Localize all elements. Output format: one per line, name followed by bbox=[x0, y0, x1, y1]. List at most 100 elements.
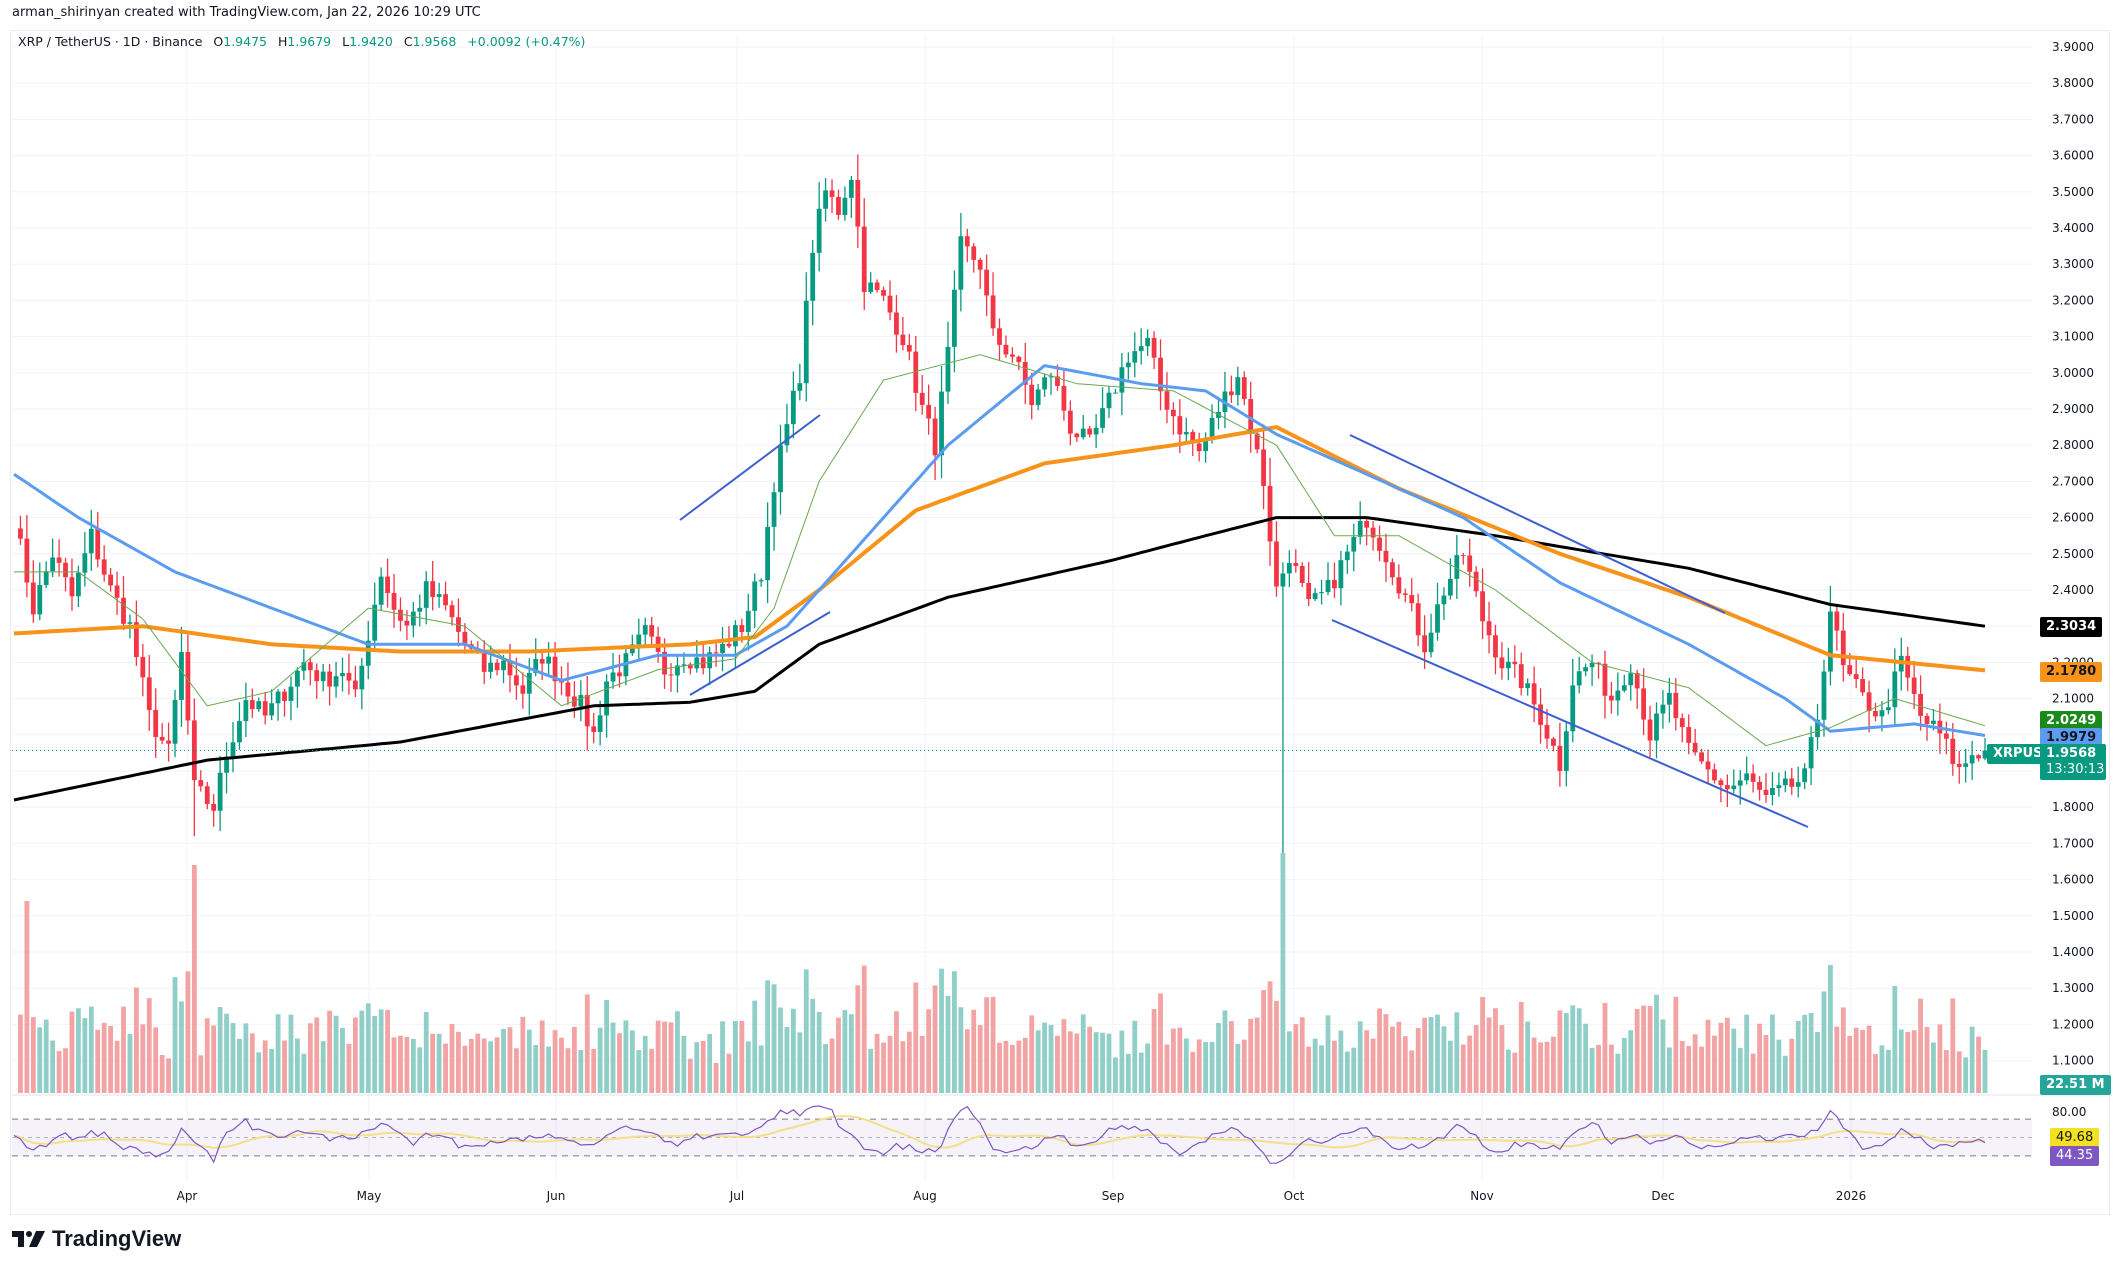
volume-bar bbox=[1003, 1040, 1009, 1093]
candle bbox=[778, 445, 783, 493]
candle bbox=[243, 700, 249, 722]
volume-bar bbox=[771, 984, 777, 1093]
volume-bar bbox=[1802, 1014, 1808, 1093]
y-axis-tick: 1.2000 bbox=[2052, 1017, 2094, 1031]
candle bbox=[514, 675, 519, 686]
candle bbox=[1344, 551, 1350, 561]
candle bbox=[410, 611, 416, 626]
candle bbox=[1364, 521, 1370, 528]
candle bbox=[1306, 582, 1312, 600]
candle bbox=[1757, 781, 1762, 790]
volume-bar bbox=[1866, 1025, 1872, 1093]
volume-bar bbox=[417, 1047, 423, 1093]
candle bbox=[694, 657, 700, 669]
volume-bar bbox=[919, 1035, 925, 1093]
close-value: 1.9568 bbox=[412, 34, 457, 49]
volume-bar bbox=[1402, 1036, 1408, 1093]
candle bbox=[1183, 432, 1189, 435]
candle bbox=[1299, 565, 1305, 583]
candle bbox=[1171, 409, 1176, 417]
candle bbox=[636, 634, 642, 645]
volume-bar bbox=[1216, 1023, 1221, 1093]
candle bbox=[1873, 710, 1878, 717]
volume-bar bbox=[101, 1022, 107, 1093]
candle bbox=[88, 528, 94, 554]
volume-bar bbox=[1325, 1015, 1331, 1093]
candle bbox=[1744, 773, 1750, 781]
candle bbox=[95, 528, 101, 560]
candle bbox=[198, 780, 204, 787]
volume-bar bbox=[681, 1035, 687, 1093]
volume-bar bbox=[971, 1009, 977, 1093]
volume-bar bbox=[1969, 1026, 1975, 1093]
volume-bar bbox=[1055, 1035, 1060, 1093]
volume-bar bbox=[952, 971, 957, 1093]
candle bbox=[398, 609, 403, 621]
volume-bar bbox=[1621, 1037, 1627, 1093]
candle bbox=[997, 328, 1002, 345]
volume-bar bbox=[1344, 1051, 1350, 1093]
candle bbox=[848, 180, 854, 198]
candle bbox=[861, 226, 867, 293]
chart-attribution: arman_shirinyan created with TradingView… bbox=[12, 5, 481, 20]
candle bbox=[604, 681, 609, 716]
candle bbox=[1132, 351, 1138, 363]
volume-bar bbox=[1422, 1017, 1428, 1093]
candle bbox=[1383, 550, 1389, 563]
candle bbox=[1847, 665, 1853, 675]
volume-bar bbox=[1486, 1017, 1492, 1093]
candle bbox=[1428, 632, 1434, 653]
volume-bar bbox=[1918, 998, 1923, 1093]
candle bbox=[204, 786, 210, 804]
volume-bar bbox=[1731, 1028, 1737, 1093]
candle bbox=[1905, 655, 1911, 678]
volume-bar bbox=[629, 1030, 635, 1093]
volume-bar bbox=[823, 1044, 828, 1093]
candle bbox=[430, 581, 436, 597]
volume-bar bbox=[1570, 1005, 1576, 1093]
ma100-price-tag: 2.1780 bbox=[2040, 662, 2103, 682]
volume-bar bbox=[1312, 1038, 1318, 1093]
candle bbox=[913, 351, 919, 393]
volume-bar bbox=[533, 1045, 539, 1093]
volume-bar bbox=[1525, 1021, 1531, 1093]
ascending-channel-line bbox=[689, 611, 831, 696]
volume-bar bbox=[153, 1027, 159, 1093]
volume-bar bbox=[1196, 1039, 1202, 1093]
candle bbox=[1557, 745, 1563, 771]
ma50-price-tag: 1.9979 bbox=[2040, 728, 2103, 748]
volume-bar bbox=[166, 1058, 171, 1093]
volume-bar bbox=[1209, 1042, 1215, 1093]
candle bbox=[1158, 357, 1163, 392]
volume-bar bbox=[1332, 1040, 1337, 1093]
candle bbox=[1538, 704, 1543, 725]
volume-bar bbox=[1512, 1052, 1518, 1093]
volume-bar bbox=[758, 1045, 764, 1093]
volume-bar bbox=[488, 1041, 494, 1093]
candle bbox=[1737, 780, 1743, 786]
candle bbox=[713, 652, 719, 654]
candle bbox=[952, 289, 957, 347]
candle bbox=[1248, 399, 1254, 434]
candle bbox=[1035, 389, 1041, 405]
volume-bar bbox=[249, 1033, 255, 1093]
candle bbox=[1795, 782, 1801, 787]
symbol-title[interactable]: XRP / TetherUS · 1D · Binance bbox=[18, 34, 203, 49]
descending-channel-line bbox=[1331, 619, 1809, 828]
volume-bar bbox=[526, 1029, 532, 1093]
last-price-tag: 1.9568 13:30:13 bbox=[2040, 744, 2106, 780]
candle bbox=[1241, 377, 1247, 400]
tradingview-logo[interactable]: TradingView bbox=[12, 1226, 181, 1252]
candle bbox=[275, 691, 281, 704]
chart-frame bbox=[10, 30, 2110, 1215]
candle bbox=[1609, 695, 1614, 701]
candle bbox=[1460, 555, 1466, 557]
volume-bar bbox=[906, 1031, 912, 1093]
volume-bar bbox=[340, 1027, 345, 1093]
volume-bar bbox=[610, 1022, 616, 1093]
candle bbox=[649, 625, 655, 637]
y-axis-tick: 3.1000 bbox=[2052, 330, 2094, 344]
volume-bar bbox=[133, 987, 139, 1093]
volume-bar bbox=[1499, 1025, 1505, 1093]
